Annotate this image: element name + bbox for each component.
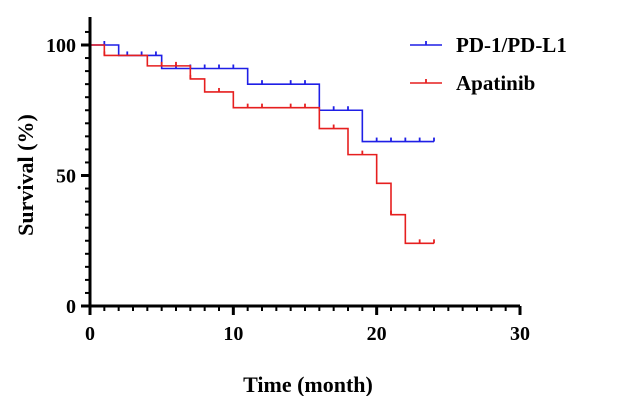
x-axis-title: Time (month) bbox=[243, 372, 373, 396]
legend-label: PD-1/PD-L1 bbox=[456, 33, 567, 57]
x-tick-label: 20 bbox=[367, 323, 387, 345]
plot-area: 0 10 20 30 0 50 100 bbox=[46, 17, 530, 345]
series-line-2 bbox=[90, 44, 434, 245]
series-layer bbox=[90, 41, 435, 245]
legend: PD-1/PD-L1 Apatinib bbox=[410, 33, 567, 95]
x-tick-label: 10 bbox=[223, 323, 243, 345]
y-tick-label: 0 bbox=[66, 296, 76, 318]
x-axis-ticks: 0 10 20 30 bbox=[85, 306, 530, 345]
legend-label: Apatinib bbox=[456, 71, 535, 95]
y-axis-ticks: 0 50 100 bbox=[46, 30, 90, 318]
x-tick-label: 0 bbox=[85, 323, 95, 345]
x-tick-label: 30 bbox=[510, 323, 530, 345]
y-tick-label: 100 bbox=[46, 35, 76, 57]
series-line-1 bbox=[90, 44, 434, 143]
y-axis-title: Survival (%) bbox=[13, 114, 38, 236]
y-tick-label: 50 bbox=[56, 166, 76, 188]
